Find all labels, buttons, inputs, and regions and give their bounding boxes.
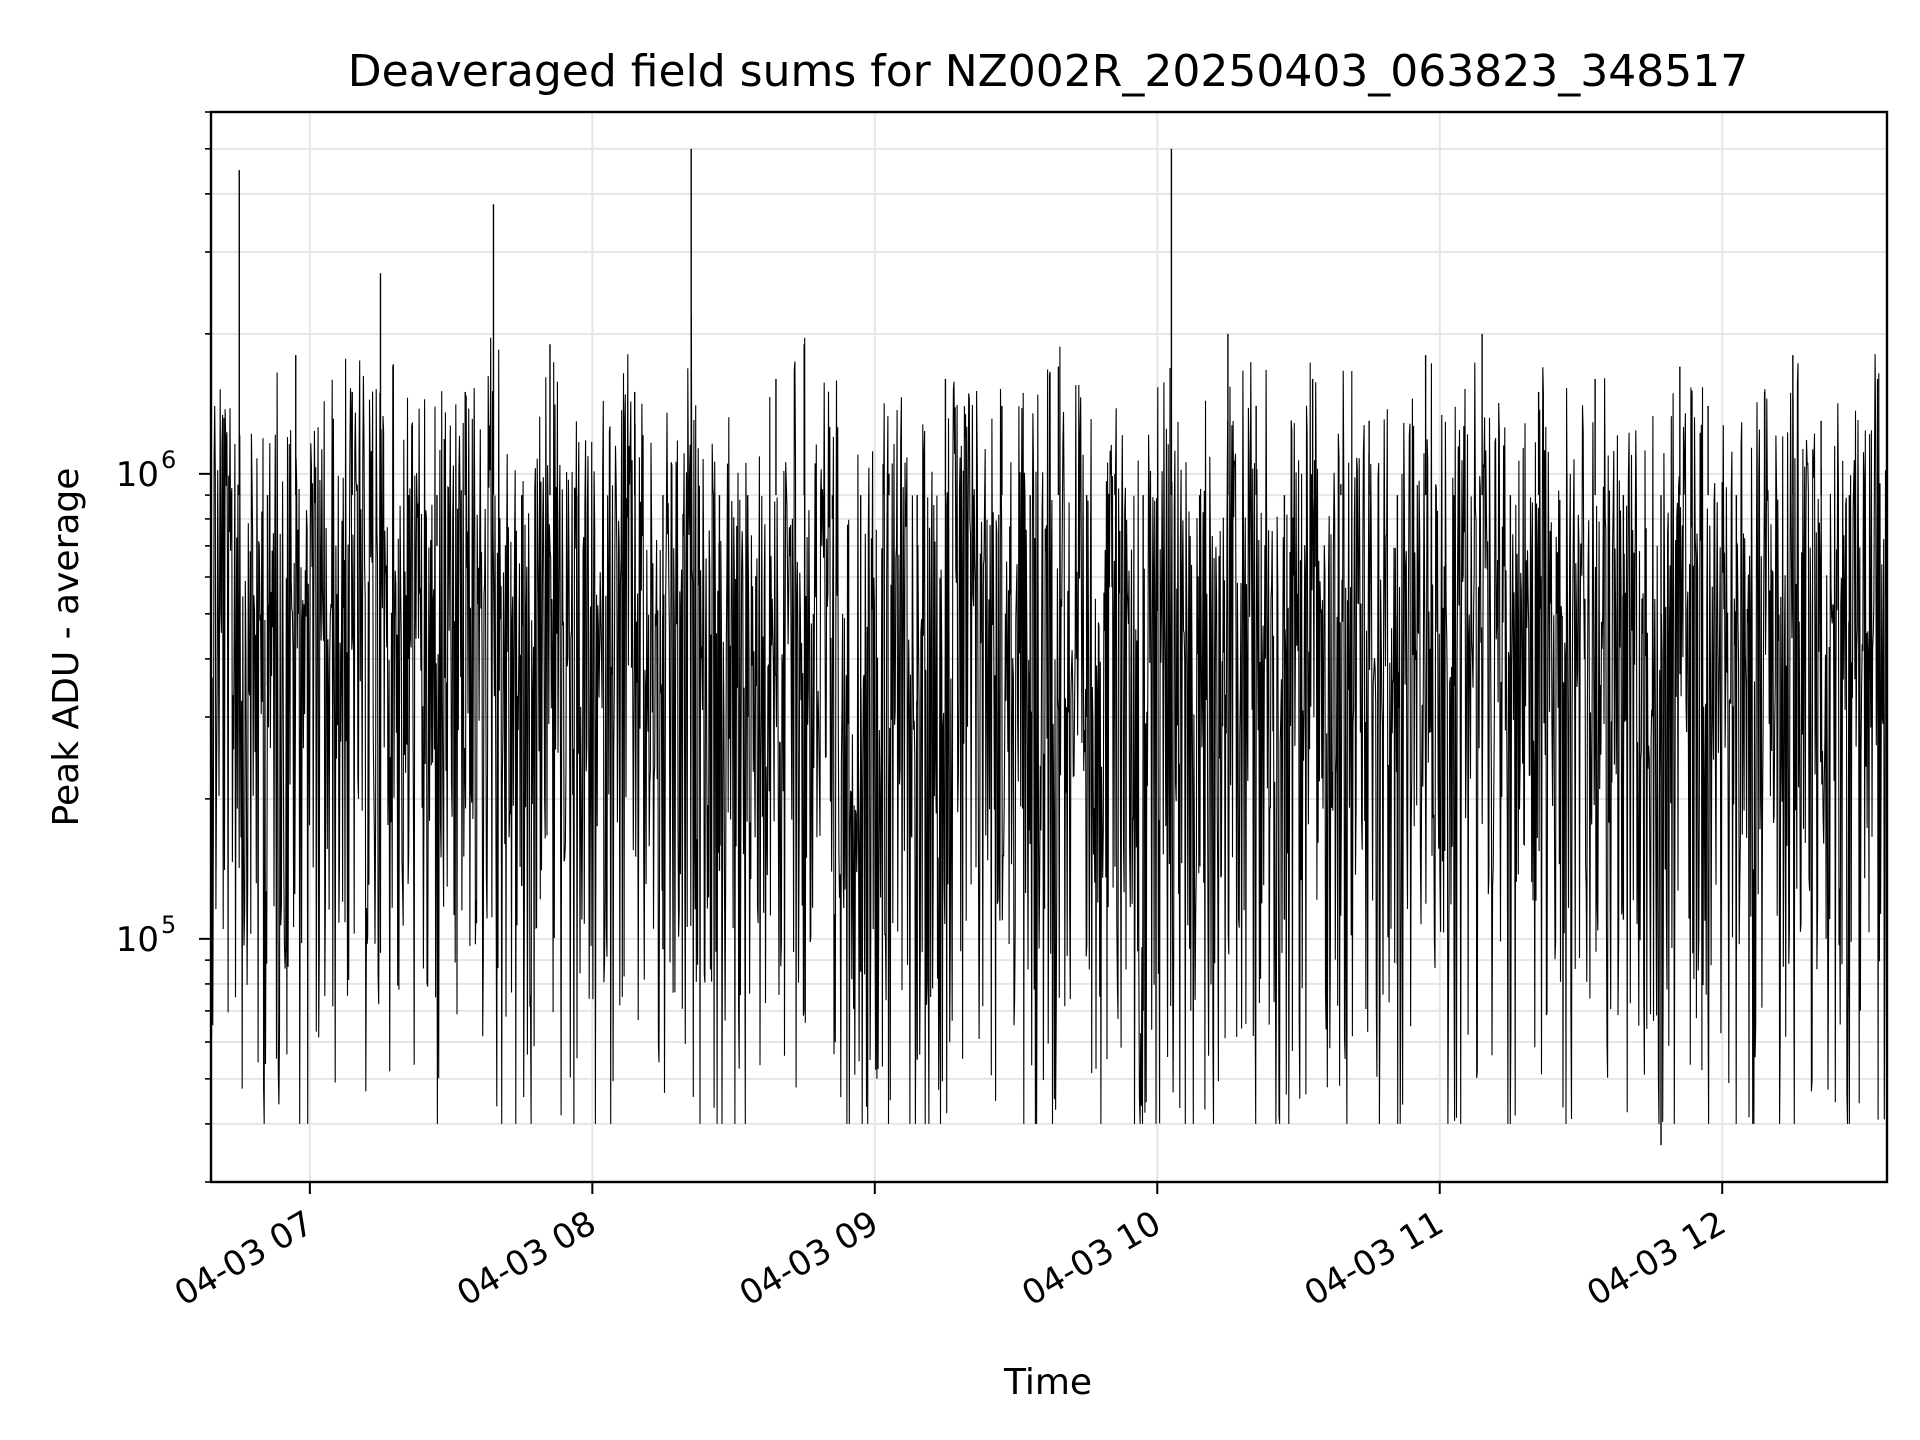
x-axis-label: Time bbox=[1003, 1362, 1092, 1403]
y-tick-label: 10 bbox=[116, 920, 159, 960]
plot-frame bbox=[209, 110, 1889, 1184]
chart-title: Deaveraged field sums for NZ002R_2025040… bbox=[348, 46, 1748, 97]
data-series bbox=[210, 148, 1888, 1146]
y-tick-label-exponent: 6 bbox=[161, 446, 176, 474]
y-tick-label-exponent: 5 bbox=[161, 911, 176, 939]
data-line bbox=[210, 337, 1888, 1124]
y-axis-label: Peak ADU - average bbox=[46, 468, 87, 827]
y-tick-label: 10 bbox=[116, 455, 159, 495]
